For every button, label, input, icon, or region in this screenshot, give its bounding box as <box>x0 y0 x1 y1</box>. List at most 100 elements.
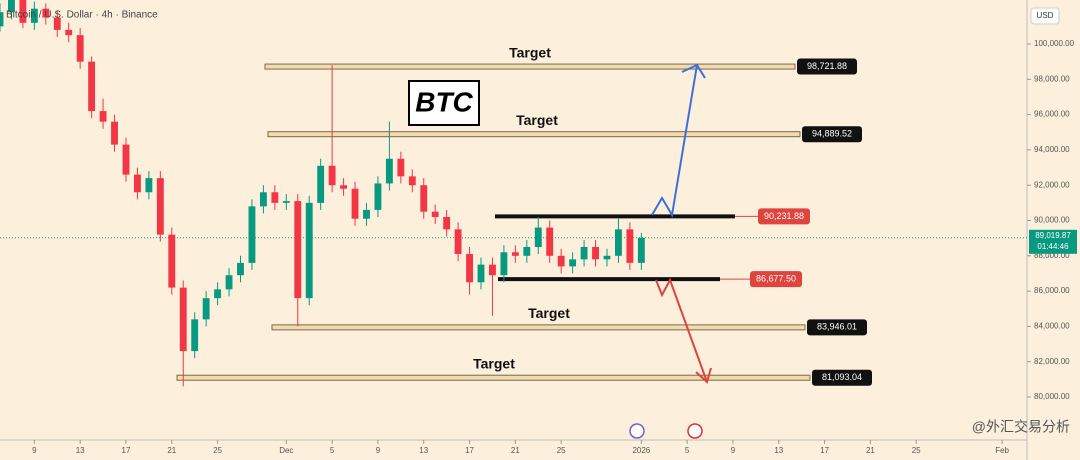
target-level <box>267 131 801 138</box>
candle-body <box>0 12 4 27</box>
x-tick-label: 9 <box>731 446 736 455</box>
x-tick-label: 5 <box>685 446 690 455</box>
price-box-label: 83,946.01 <box>817 322 857 332</box>
candle-body <box>111 121 118 145</box>
candle-body <box>603 255 611 260</box>
down-arrow <box>655 277 708 383</box>
candle-body <box>408 176 416 186</box>
candle-body <box>431 211 439 217</box>
x-tick-label: 9 <box>32 446 37 455</box>
target-level <box>271 324 806 331</box>
candle-body <box>168 234 176 288</box>
y-tick-label: 82,000.00 <box>1034 357 1070 366</box>
candle-body <box>122 144 130 175</box>
price-box-label: 86,677.50 <box>756 274 796 284</box>
candle-body <box>534 227 542 247</box>
price-box <box>807 319 867 336</box>
candle-body <box>340 185 348 189</box>
last-price-label: 89,019.87 <box>1035 231 1071 240</box>
candle-body <box>420 185 428 212</box>
up-arrowhead <box>681 63 706 79</box>
candle-body <box>294 201 302 299</box>
candle-body <box>145 178 153 193</box>
candle-body <box>569 259 577 267</box>
candle-body <box>30 8 38 23</box>
y-tick-label: 84,000.00 <box>1034 322 1070 331</box>
x-tick-label: 17 <box>465 446 474 455</box>
target-label: Target <box>516 112 558 128</box>
last-price-box <box>1029 229 1077 254</box>
x-tick-label: 13 <box>419 446 428 455</box>
y-tick-label: 90,000.00 <box>1034 216 1070 225</box>
candle-body <box>328 165 336 186</box>
candle-body <box>76 35 84 62</box>
event-icon[interactable] <box>629 423 645 439</box>
y-tick-label: 92,000.00 <box>1034 180 1070 189</box>
price-box <box>802 126 862 143</box>
candle-body <box>385 158 393 184</box>
candle-body <box>8 0 15 13</box>
candle-body <box>259 192 267 207</box>
down-arrowhead <box>695 367 712 384</box>
price-box-label: 90,231.88 <box>764 211 804 221</box>
countdown: 01:44:46 <box>1037 242 1069 251</box>
y-tick-label: 94,000.00 <box>1034 145 1070 154</box>
candle-body <box>466 254 473 283</box>
candle-body <box>626 229 634 263</box>
candle-body <box>317 165 325 203</box>
price-box-label: 81,093.04 <box>822 372 862 382</box>
y-tick-label: 98,000.00 <box>1034 74 1070 83</box>
candle-body <box>202 298 210 320</box>
y-tick-label: 88,000.00 <box>1034 251 1070 260</box>
candle-body <box>237 262 244 276</box>
candle-body <box>397 158 405 177</box>
candle-body <box>500 252 508 276</box>
candle-body <box>637 237 645 263</box>
x-tick-label: Feb <box>995 446 1009 455</box>
price-box-label: 94,889.52 <box>812 129 852 139</box>
x-tick-label: 21 <box>866 446 875 455</box>
chart-title: Bitcoin / U.S. Dollar · 4h · Binance <box>6 10 158 21</box>
candle-body <box>615 229 622 256</box>
candle-body <box>477 264 485 283</box>
price-box-label: 98,721.88 <box>807 61 847 71</box>
x-tick-label: 13 <box>76 446 85 455</box>
candle-body <box>99 111 107 122</box>
candle-body <box>443 216 451 230</box>
candle-body <box>305 202 313 299</box>
x-tick-label: 25 <box>557 446 566 455</box>
candle-body <box>580 246 588 260</box>
target-level <box>176 374 811 381</box>
x-tick-label: 5 <box>330 446 335 455</box>
candle-body <box>214 289 222 299</box>
candle-body <box>271 192 279 203</box>
candle-body <box>282 201 290 203</box>
candle-body <box>133 174 141 193</box>
candle-body <box>351 188 359 219</box>
badge: BTC <box>415 86 473 117</box>
x-tick-label: 25 <box>213 446 222 455</box>
grid: 80,000.00 82,000.00 84,000.00 86,000.00 88,0… <box>32 39 1074 455</box>
event-icon[interactable] <box>687 423 703 439</box>
candle-body <box>19 0 27 23</box>
x-tick-label: 13 <box>774 446 783 455</box>
candle-body <box>53 17 61 30</box>
x-tick-label: 17 <box>820 446 829 455</box>
candle-body <box>248 206 256 263</box>
candle-body <box>42 8 50 18</box>
candle-body <box>592 246 599 260</box>
currency-box <box>1030 7 1060 25</box>
target-label: Target <box>473 355 515 371</box>
target-label: Target <box>509 44 551 60</box>
candle-body <box>179 287 187 352</box>
candle-body <box>156 178 164 235</box>
y-tick-label: 86,000.00 <box>1034 286 1070 295</box>
candle-body <box>65 29 73 36</box>
candle-body <box>511 252 519 256</box>
currency: USD <box>1037 11 1054 20</box>
candle-body <box>523 246 531 256</box>
x-tick-label: 21 <box>167 446 176 455</box>
y-tick-label: 100,000.00 <box>1034 39 1075 48</box>
target-level <box>264 63 796 70</box>
